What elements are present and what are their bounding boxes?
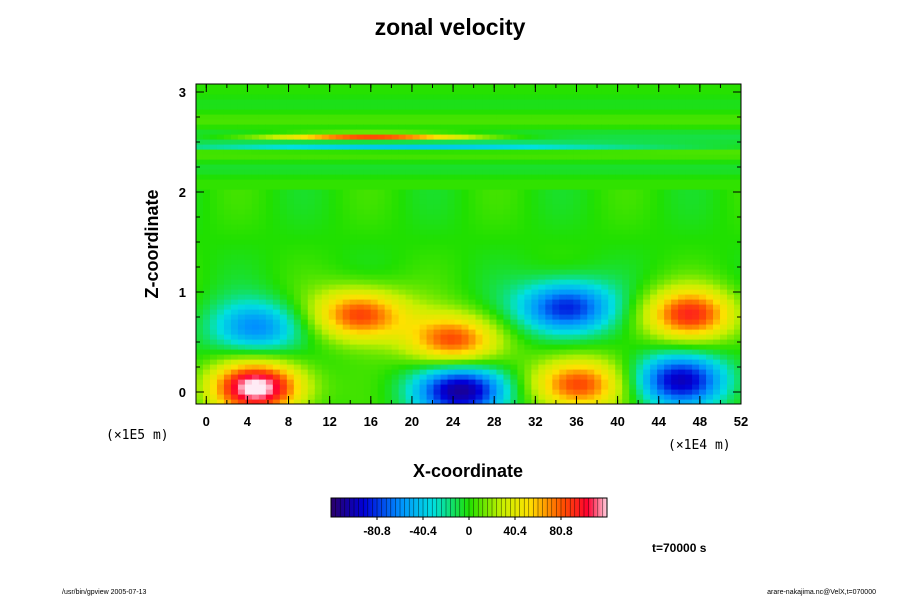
x-unit-label: (×1E4 m) bbox=[668, 438, 731, 453]
x-tick-label: 40 bbox=[610, 414, 624, 429]
x-tick-label: 0 bbox=[203, 414, 210, 429]
y-tick-label: 2 bbox=[179, 185, 186, 200]
chart-title: zonal velocity bbox=[374, 14, 526, 40]
x-tick-label: 32 bbox=[528, 414, 542, 429]
x-tick-label: 36 bbox=[569, 414, 583, 429]
colorbar-tick-label: -80.8 bbox=[363, 524, 391, 538]
x-tick-label: 28 bbox=[487, 414, 501, 429]
x-tick-label: 48 bbox=[693, 414, 707, 429]
footer-right: arare-nakajima.nc@VelX,t=070000 bbox=[767, 589, 876, 596]
heatmap-field bbox=[196, 84, 741, 404]
colorbar-tick-label: 80.8 bbox=[549, 524, 573, 538]
y-tick-label: 0 bbox=[179, 385, 186, 400]
x-tick-label: 52 bbox=[734, 414, 748, 429]
footer-left: /usr/bin/gpview 2005-07-13 bbox=[62, 589, 147, 596]
x-tick-label: 16 bbox=[364, 414, 378, 429]
x-tick-label: 44 bbox=[652, 414, 667, 429]
plot-frame bbox=[195, 83, 742, 405]
colorbar-tick-label: 0 bbox=[466, 524, 473, 538]
x-tick-label: 4 bbox=[244, 414, 252, 429]
colorbar-tick-label: 40.4 bbox=[503, 524, 527, 538]
y-unit-label: (×1E5 m) bbox=[106, 428, 169, 443]
y-axis-label: Z-coordinate bbox=[142, 189, 162, 298]
y-tick-label: 3 bbox=[179, 85, 186, 100]
colorbar-tick-label: -40.4 bbox=[409, 524, 437, 538]
x-axis-label: X-coordinate bbox=[413, 461, 523, 481]
x-tick-label: 20 bbox=[405, 414, 419, 429]
x-tick-label: 8 bbox=[285, 414, 292, 429]
time-label: t=70000 s bbox=[652, 541, 707, 555]
x-tick-label: 24 bbox=[446, 414, 461, 429]
y-tick-label: 1 bbox=[179, 285, 186, 300]
x-tick-label: 12 bbox=[322, 414, 336, 429]
